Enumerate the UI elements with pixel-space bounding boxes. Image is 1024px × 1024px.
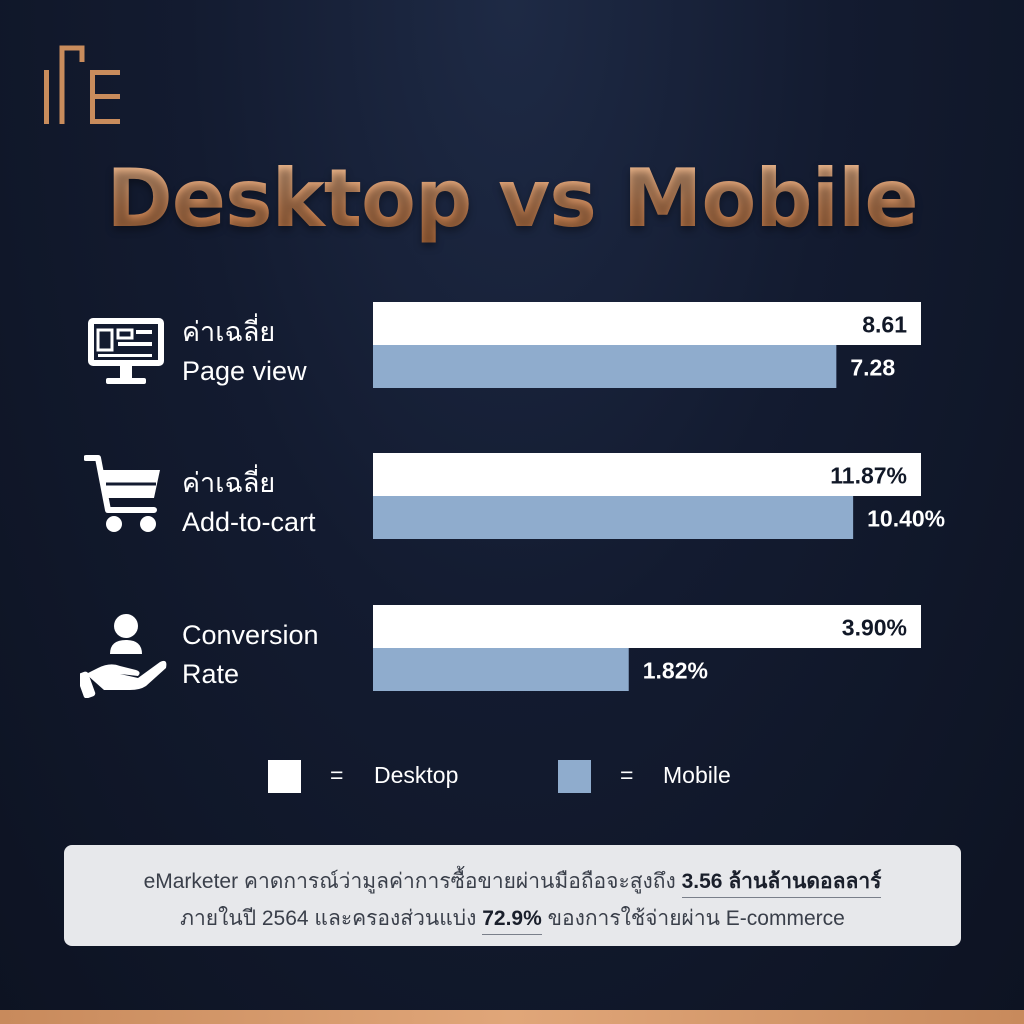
footnote-line-1: eMarketer คาดการณ์ว่ามูลค่าการซื้อขายผ่า…: [64, 865, 961, 898]
data-label-desktop-1: 11.87%: [830, 463, 907, 489]
category-label-add-to-cart: ค่าเฉลี่ย Add-to-cart: [182, 464, 316, 542]
bar-mobile-1: [373, 496, 854, 539]
footnote-highlight-share: 72.9%: [482, 907, 542, 935]
legend-equals-mobile: =: [620, 762, 634, 788]
data-label-desktop-2: 3.90%: [842, 615, 907, 641]
monitor-icon: [88, 318, 164, 384]
bar-desktop-2: [373, 605, 921, 648]
page-title: Desktop vs Mobile: [0, 152, 1024, 245]
data-label-mobile-0: 7.28: [850, 355, 895, 381]
hand-user-icon: [80, 614, 167, 698]
category-label-line1: ค่าเฉลี่ย: [182, 468, 276, 498]
footnote-text: ของการใช้จ่ายผ่าน E-commerce: [541, 907, 845, 930]
legend-label-mobile: Mobile: [663, 762, 731, 788]
legend-equals-desktop: =: [330, 762, 344, 788]
category-label-conversion-rate: Conversion Rate: [182, 616, 319, 694]
footnote-text: eMarketer คาดการณ์ว่ามูลค่าการซื้อขายผ่า…: [143, 870, 682, 893]
data-label-mobile-1: 10.40%: [867, 506, 945, 532]
bar-desktop-0: [373, 302, 921, 345]
legend-swatch-desktop: [268, 760, 301, 793]
footnote-text: ภายในปี 2564 และครองส่วนแบ่ง: [180, 907, 483, 930]
footnote-line-2: ภายในปี 2564 และครองส่วนแบ่ง 72.9% ของกา…: [64, 902, 961, 935]
category-label-line1: Conversion: [182, 620, 319, 650]
bottom-accent-bar: [0, 1010, 1024, 1024]
category-label-page-view: ค่าเฉลี่ย Page view: [182, 313, 307, 391]
category-label-line1: ค่าเฉลี่ย: [182, 317, 276, 347]
category-label-line2: Rate: [182, 659, 240, 689]
data-label-mobile-2: 1.82%: [643, 658, 708, 684]
bar-mobile-2: [373, 648, 629, 691]
footnote-box: eMarketer คาดการณ์ว่ามูลค่าการซื้อขายผ่า…: [64, 845, 961, 946]
shopping-cart-icon: [84, 455, 160, 532]
category-label-line2: Page view: [182, 356, 307, 386]
bar-mobile-0: [373, 345, 837, 388]
data-label-desktop-0: 8.61: [862, 312, 907, 338]
brand-logo: [44, 45, 120, 124]
legend-swatch-mobile: [558, 760, 591, 793]
bar-desktop-1: [373, 453, 921, 496]
legend-label-desktop: Desktop: [374, 762, 459, 788]
footnote-highlight-value: 3.56 ล้านล้านดอลลาร์: [681, 870, 882, 898]
category-label-line2: Add-to-cart: [182, 507, 316, 537]
